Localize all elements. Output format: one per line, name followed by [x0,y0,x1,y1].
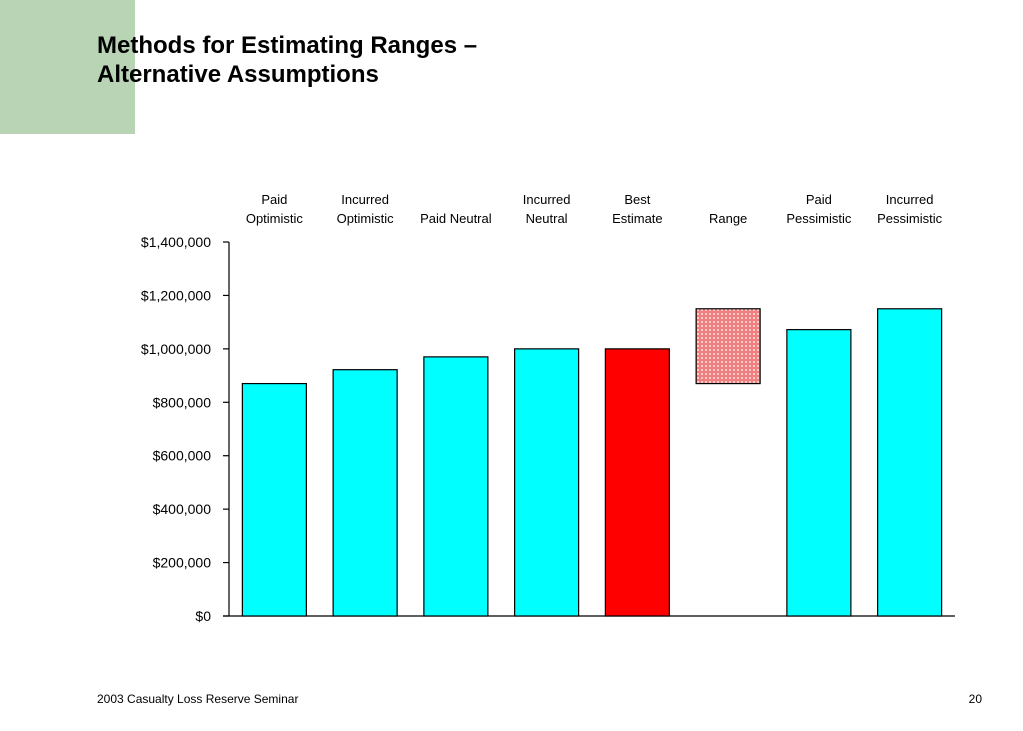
y-tick-label: $1,200,000 [141,287,211,303]
category-label: Optimistic [246,211,304,226]
accent-block [0,0,135,134]
category-label: Optimistic [337,211,395,226]
bar [514,348,580,617]
y-tick-label: $800,000 [153,394,212,410]
category-label: Range [709,211,747,226]
y-tick-label: $1,000,000 [141,341,211,357]
category-label: Incurred [341,192,389,207]
category-label: Neutral [526,211,568,226]
category-label: Incurred [886,192,934,207]
y-tick-label: $1,400,000 [141,234,211,250]
slide-title-line-2: Alternative Assumptions [97,61,379,88]
bar [786,329,852,617]
category-label: Best [624,192,650,207]
category-label: Incurred [523,192,571,207]
y-tick-label: $400,000 [153,501,212,517]
category-label: Estimate [612,211,663,226]
y-tick-label: $0 [195,608,211,624]
y-tick-label: $200,000 [153,555,212,571]
category-label: Pessimistic [877,211,943,226]
bar [877,308,943,617]
slide-title: Methods for Estimating Ranges – Alternat… [97,31,477,89]
footer-text: 2003 Casualty Loss Reserve Seminar [97,692,299,706]
category-label: Paid [806,192,832,207]
bar [241,382,307,617]
category-label: Paid Neutral [420,211,492,226]
slide-title-line-1: Methods for Estimating Ranges – [97,32,478,59]
y-tick-label: $600,000 [153,448,212,464]
bar [423,356,489,617]
range-box [695,308,761,385]
bar [604,348,670,617]
page-number: 20 [968,692,982,706]
category-label: Pessimistic [786,211,852,226]
bar [332,369,398,617]
category-label: Paid [261,192,287,207]
